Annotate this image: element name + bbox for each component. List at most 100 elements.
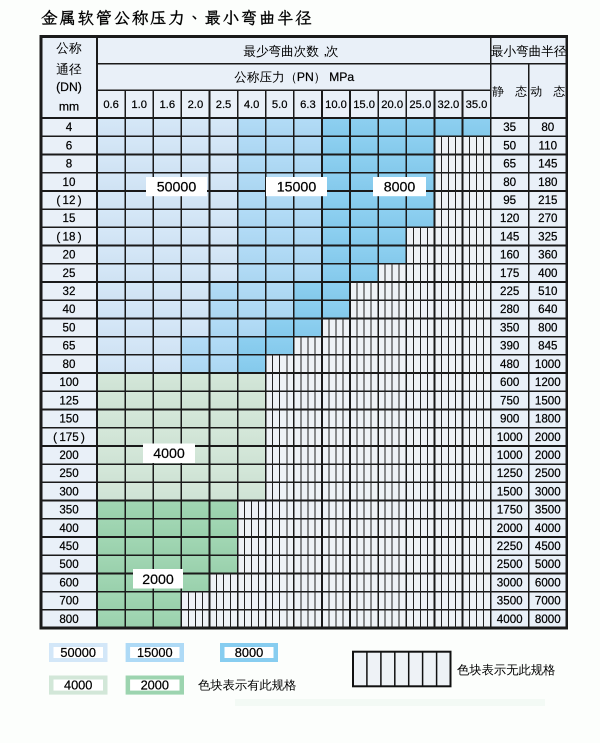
svg-text:1750: 1750 bbox=[497, 504, 523, 517]
svg-text:15000: 15000 bbox=[277, 180, 317, 196]
svg-text:MPa: MPa bbox=[329, 70, 354, 84]
svg-text:80: 80 bbox=[541, 121, 554, 134]
svg-text:150: 150 bbox=[59, 413, 78, 426]
svg-text:4000: 4000 bbox=[497, 613, 523, 626]
svg-text:4000: 4000 bbox=[153, 446, 185, 462]
svg-text:2.0: 2.0 bbox=[188, 99, 204, 111]
svg-text:6.3: 6.3 bbox=[300, 99, 316, 111]
svg-text:325: 325 bbox=[538, 230, 557, 243]
svg-text:7000: 7000 bbox=[535, 595, 561, 608]
svg-text:10: 10 bbox=[63, 176, 76, 189]
svg-text:20.0: 20.0 bbox=[381, 99, 403, 111]
svg-text:15.0: 15.0 bbox=[353, 99, 375, 111]
svg-text:750: 750 bbox=[500, 394, 519, 407]
svg-text:100: 100 bbox=[59, 376, 78, 389]
svg-text:120: 120 bbox=[500, 212, 519, 225]
svg-text:1500: 1500 bbox=[535, 394, 561, 407]
svg-text:80: 80 bbox=[503, 176, 516, 189]
svg-text:mm: mm bbox=[59, 99, 79, 113]
svg-text:4500: 4500 bbox=[535, 540, 561, 553]
svg-text:390: 390 bbox=[500, 340, 519, 353]
svg-text:2000: 2000 bbox=[535, 431, 561, 444]
svg-text:175: 175 bbox=[500, 267, 519, 280]
svg-text:1.6: 1.6 bbox=[160, 99, 176, 111]
svg-text:160: 160 bbox=[500, 249, 519, 262]
svg-text:450: 450 bbox=[59, 540, 78, 553]
svg-text:8000: 8000 bbox=[235, 645, 263, 660]
svg-text:3500: 3500 bbox=[497, 595, 523, 608]
svg-text:2250: 2250 bbox=[497, 540, 523, 553]
svg-text:250: 250 bbox=[59, 467, 78, 480]
svg-text:4000: 4000 bbox=[535, 522, 561, 535]
svg-text:15000: 15000 bbox=[137, 645, 173, 660]
svg-text:800: 800 bbox=[538, 322, 557, 335]
svg-text:80: 80 bbox=[63, 358, 76, 371]
svg-text:600: 600 bbox=[500, 376, 519, 389]
svg-text:8: 8 bbox=[66, 158, 72, 171]
svg-text:180: 180 bbox=[538, 176, 557, 189]
svg-text:600: 600 bbox=[59, 577, 78, 590]
svg-text:360: 360 bbox=[538, 249, 557, 262]
svg-text:8000: 8000 bbox=[384, 180, 416, 196]
svg-text:270: 270 bbox=[538, 212, 557, 225]
svg-text:65: 65 bbox=[503, 158, 516, 171]
svg-text:700: 700 bbox=[59, 595, 78, 608]
svg-text:3000: 3000 bbox=[535, 485, 561, 498]
svg-text:500: 500 bbox=[59, 558, 78, 571]
svg-text:65: 65 bbox=[63, 340, 76, 353]
svg-text:225: 225 bbox=[500, 285, 519, 298]
svg-text:3000: 3000 bbox=[497, 577, 523, 590]
svg-text:110: 110 bbox=[539, 139, 557, 152]
svg-text:40: 40 bbox=[63, 303, 76, 316]
svg-text:300: 300 bbox=[59, 485, 78, 498]
svg-text:50000: 50000 bbox=[60, 645, 96, 660]
svg-text:2.5: 2.5 bbox=[216, 99, 232, 111]
svg-text:1.0: 1.0 bbox=[131, 99, 147, 111]
svg-text:800: 800 bbox=[59, 613, 78, 626]
svg-text:1500: 1500 bbox=[497, 485, 523, 498]
svg-text:5000: 5000 bbox=[535, 558, 561, 571]
svg-text:2000: 2000 bbox=[535, 449, 561, 462]
svg-text:350: 350 bbox=[500, 322, 519, 335]
svg-text:20: 20 bbox=[63, 249, 76, 262]
svg-text:35: 35 bbox=[503, 121, 516, 134]
svg-text:6000: 6000 bbox=[535, 577, 561, 590]
svg-text:2500: 2500 bbox=[535, 467, 561, 480]
svg-text:15: 15 bbox=[63, 212, 76, 225]
svg-text:32.0: 32.0 bbox=[438, 99, 460, 111]
svg-text:( 175 ): ( 175 ) bbox=[53, 431, 85, 444]
svg-text:145: 145 bbox=[538, 158, 557, 171]
svg-text:900: 900 bbox=[500, 413, 519, 426]
svg-text:6: 6 bbox=[66, 139, 72, 152]
svg-text:50000: 50000 bbox=[157, 180, 197, 196]
svg-text:845: 845 bbox=[538, 340, 557, 353]
svg-text:0.6: 0.6 bbox=[103, 99, 119, 111]
svg-text:50: 50 bbox=[63, 322, 76, 335]
svg-text:10.0: 10.0 bbox=[325, 99, 347, 111]
svg-text:2000: 2000 bbox=[141, 678, 169, 693]
svg-text:1000: 1000 bbox=[497, 431, 523, 444]
svg-text:2000: 2000 bbox=[497, 522, 523, 535]
svg-text:400: 400 bbox=[538, 267, 557, 280]
svg-text:280: 280 bbox=[500, 303, 519, 316]
svg-text:32: 32 bbox=[63, 285, 76, 298]
svg-text:145: 145 bbox=[500, 230, 519, 243]
svg-text:4.0: 4.0 bbox=[244, 99, 260, 111]
svg-text:8000: 8000 bbox=[535, 613, 561, 626]
svg-text:640: 640 bbox=[538, 303, 557, 316]
svg-text:1000: 1000 bbox=[535, 358, 561, 371]
svg-text:3500: 3500 bbox=[535, 504, 561, 517]
svg-text:2000: 2000 bbox=[142, 572, 174, 588]
svg-text:1200: 1200 bbox=[535, 376, 561, 389]
svg-text:50: 50 bbox=[503, 139, 516, 152]
svg-text:2500: 2500 bbox=[497, 558, 523, 571]
svg-text:400: 400 bbox=[59, 522, 78, 535]
svg-text:PN: PN bbox=[297, 70, 314, 84]
svg-text:480: 480 bbox=[500, 358, 519, 371]
svg-text:35.0: 35.0 bbox=[466, 99, 488, 111]
svg-text:( 12 ): ( 12 ) bbox=[56, 194, 81, 207]
svg-text:4000: 4000 bbox=[64, 678, 92, 693]
svg-text:95: 95 bbox=[503, 194, 516, 207]
svg-text:25.0: 25.0 bbox=[409, 99, 431, 111]
svg-text:25: 25 bbox=[63, 267, 76, 280]
